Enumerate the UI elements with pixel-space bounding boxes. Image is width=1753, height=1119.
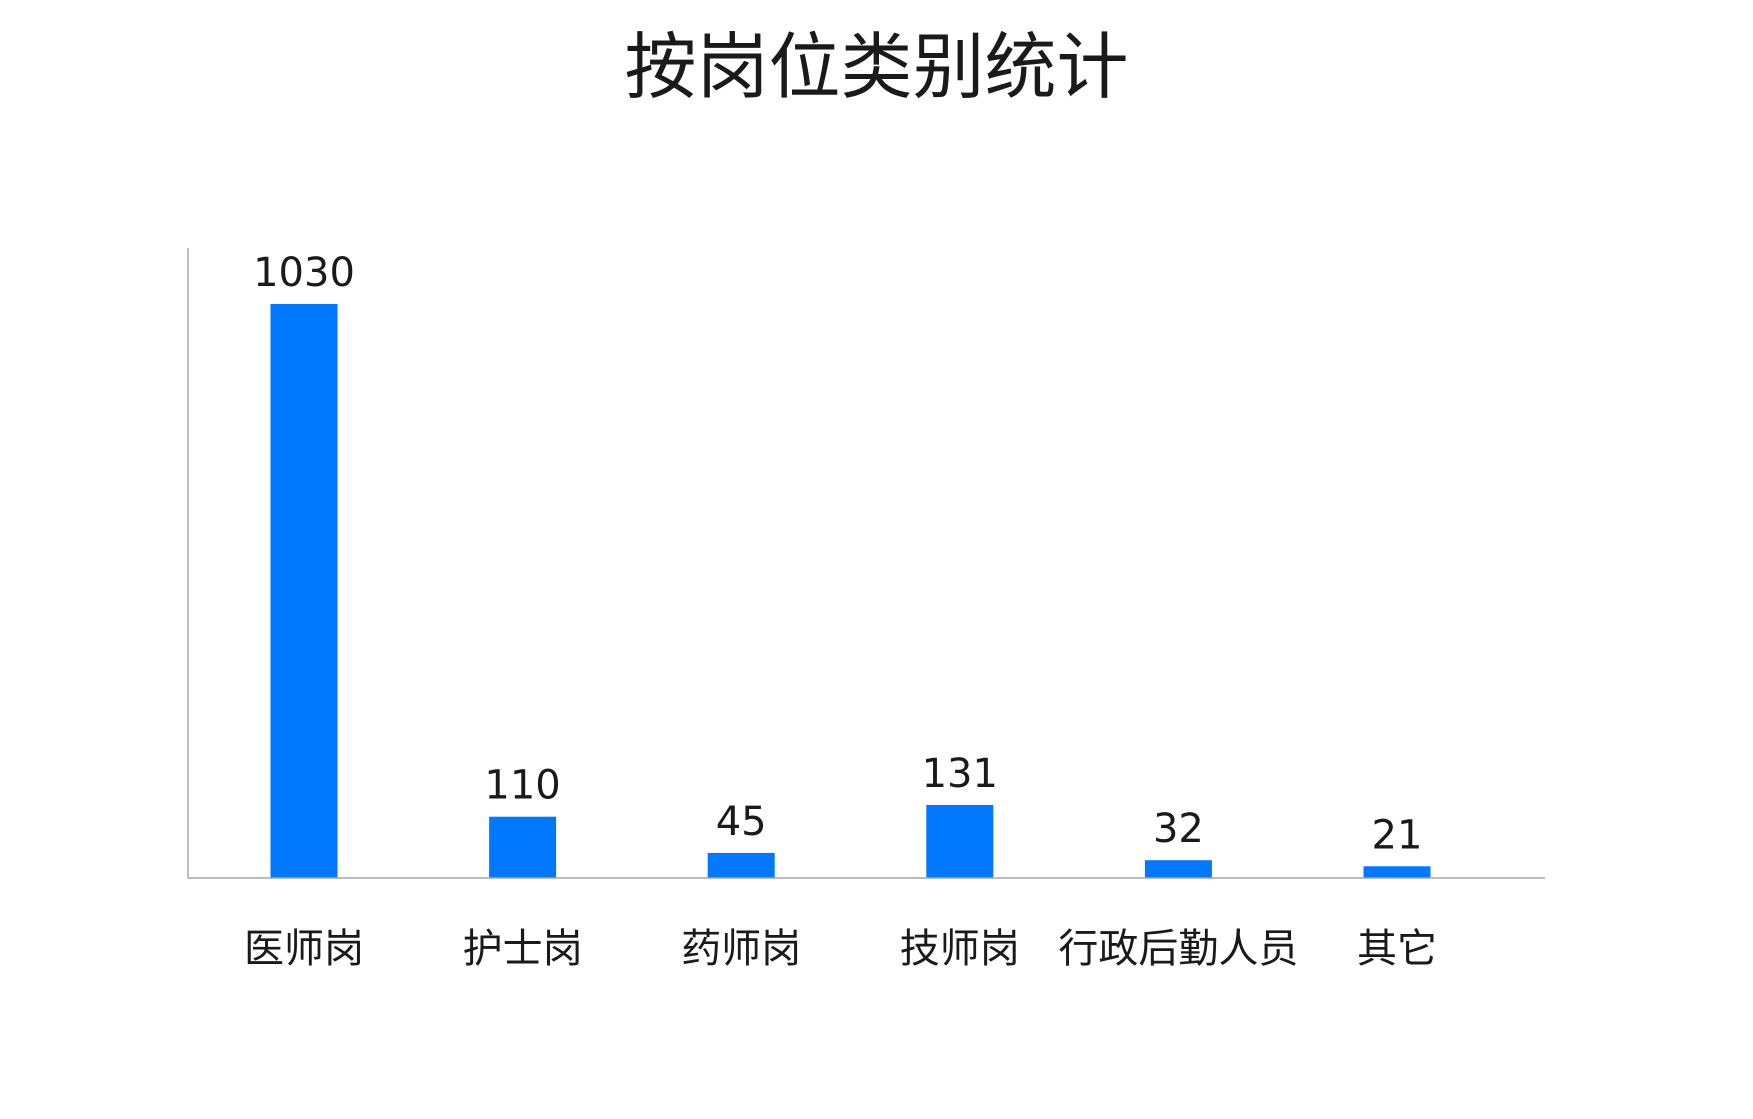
data-label-4: 32 — [1153, 806, 1204, 852]
data-label-1: 110 — [484, 763, 560, 809]
bar-4 — [1144, 860, 1212, 878]
category-label-3: 技师岗 — [900, 926, 1020, 972]
category-label-2: 药师岗 — [681, 926, 801, 972]
category-label-1: 护士岗 — [463, 926, 583, 972]
bar-5 — [1363, 866, 1431, 878]
category-label-5: 其它 — [1357, 926, 1437, 972]
data-label-5: 21 — [1372, 812, 1423, 858]
category-label-0: 医师岗 — [244, 926, 364, 972]
data-labels-layer: 1030 110 45 131 32 21 — [253, 250, 1422, 858]
bar-1 — [489, 816, 557, 878]
bar-2 — [707, 852, 775, 878]
category-label-4: 行政后勤人员 — [1058, 926, 1298, 972]
chart-title: 按岗位类别统计 — [624, 25, 1129, 109]
bar-0 — [270, 304, 338, 878]
data-label-0: 1030 — [253, 250, 355, 296]
data-label-3: 131 — [922, 751, 998, 797]
bar-3 — [926, 805, 994, 878]
bars-layer — [270, 304, 1431, 878]
data-label-2: 45 — [716, 799, 767, 845]
category-labels-layer: 医师岗 护士岗 药师岗 技师岗 行政后勤人员 其它 — [244, 926, 1437, 972]
